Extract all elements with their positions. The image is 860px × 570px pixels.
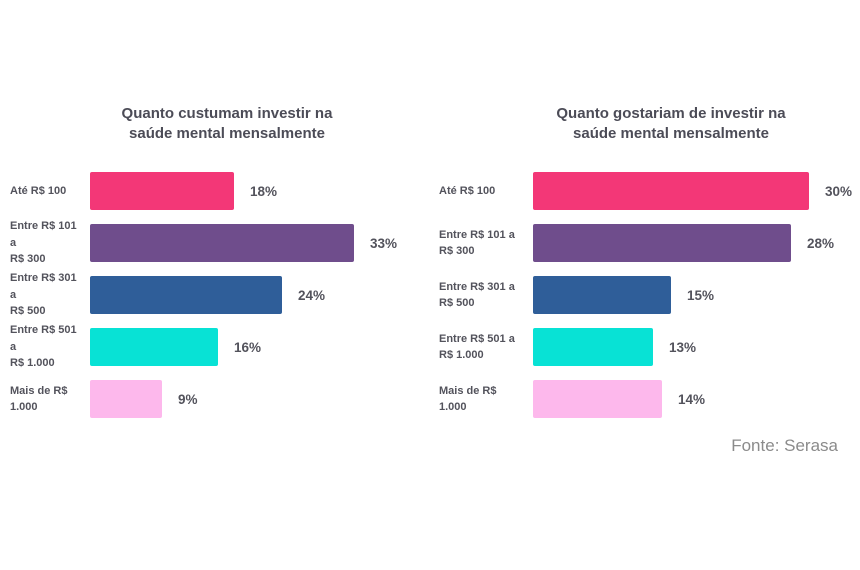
chart-title: Quanto custumam investir na saúde mental …	[121, 105, 333, 142]
source-attribution: Fonte: Serasa	[731, 436, 838, 455]
bar-row: Entre R$ 301 a R$ 500 24%	[8, 269, 410, 321]
bar-track: 9%	[90, 373, 410, 425]
category-label: Entre R$ 101 a R$ 300	[439, 228, 515, 258]
bar-row: Entre R$ 501 a R$ 1.000 13%	[437, 321, 860, 373]
bar-row: Entre R$ 301 a R$ 500 15%	[437, 269, 860, 321]
bar-rows: Até R$ 100 18% Entre R$ 101 a R$ 300 33% Entr…	[8, 165, 410, 425]
bar	[90, 224, 354, 262]
value-label: 15%	[687, 287, 715, 303]
bar-row: Entre R$ 101 a R$ 300 33%	[8, 217, 410, 269]
bar	[533, 328, 653, 366]
bar	[90, 276, 282, 314]
category-label: Entre R$ 101 a R$ 300	[10, 220, 77, 266]
value-label: 28%	[807, 235, 835, 251]
chart-title: Quanto gostariam de investir na saúde men…	[556, 105, 786, 142]
category-label: Até R$ 100	[439, 184, 496, 197]
bar-row: Entre R$ 501 a R$ 1.000 16%	[8, 321, 410, 373]
value-label: 13%	[669, 339, 697, 355]
bar	[90, 172, 234, 210]
category-label: Entre R$ 301 a R$ 500	[439, 280, 515, 310]
category-label: Mais de R$ 1.000	[439, 384, 497, 414]
bar-track: 18%	[90, 165, 410, 217]
value-label: 33%	[370, 235, 398, 251]
value-label: 30%	[825, 183, 853, 199]
bar-track: 33%	[90, 217, 410, 269]
chart-current-investment: Quanto custumam investir na saúde mental …	[8, 104, 410, 425]
bar-track: 16%	[90, 321, 410, 373]
bar	[533, 276, 671, 314]
bar	[533, 380, 662, 418]
bar-track: 24%	[90, 269, 410, 321]
bar	[90, 380, 162, 418]
bar-rows: Até R$ 100 30% Entre R$ 101 a R$ 300 28% Entr…	[437, 165, 860, 425]
chart-desired-investment: Quanto gostariam de investir na saúde men…	[437, 104, 860, 425]
category-label: Entre R$ 501 a R$ 1.000	[10, 324, 77, 370]
value-label: 14%	[678, 391, 706, 407]
bar	[533, 172, 809, 210]
value-label: 9%	[178, 391, 198, 407]
bar-track: 30%	[533, 165, 860, 217]
value-label: 24%	[298, 287, 326, 303]
bar-row: Entre R$ 101 a R$ 300 28%	[437, 217, 860, 269]
category-label: Entre R$ 301 a R$ 500	[10, 272, 77, 318]
bar-track: 28%	[533, 217, 860, 269]
bar-track: 14%	[533, 373, 860, 425]
category-label: Entre R$ 501 a R$ 1.000	[439, 332, 515, 362]
category-label: Até R$ 100	[10, 184, 67, 197]
bar-track: 13%	[533, 321, 860, 373]
bar-row: Mais de R$ 1.000 14%	[437, 373, 860, 425]
bar	[90, 328, 218, 366]
category-label: Mais de R$ 1.000	[10, 384, 68, 414]
bar	[533, 224, 791, 262]
bar-track: 15%	[533, 269, 860, 321]
value-label: 18%	[250, 183, 278, 199]
bar-row: Até R$ 100 30%	[437, 165, 860, 217]
value-label: 16%	[234, 339, 262, 355]
bar-row: Mais de R$ 1.000 9%	[8, 373, 410, 425]
bar-row: Até R$ 100 18%	[8, 165, 410, 217]
